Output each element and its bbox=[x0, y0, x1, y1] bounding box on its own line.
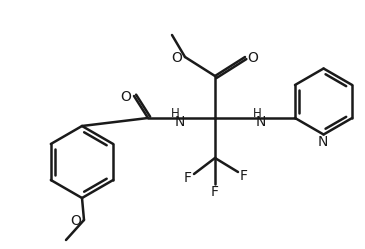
Text: H: H bbox=[171, 107, 180, 120]
Text: F: F bbox=[240, 169, 248, 183]
Text: F: F bbox=[184, 171, 192, 185]
Text: H: H bbox=[253, 107, 261, 120]
Text: N: N bbox=[318, 135, 328, 149]
Text: O: O bbox=[247, 51, 258, 65]
Text: O: O bbox=[120, 90, 131, 104]
Text: N: N bbox=[174, 115, 185, 129]
Text: O: O bbox=[172, 51, 182, 65]
Text: N: N bbox=[256, 115, 266, 129]
Text: O: O bbox=[70, 214, 81, 228]
Text: F: F bbox=[211, 185, 219, 199]
